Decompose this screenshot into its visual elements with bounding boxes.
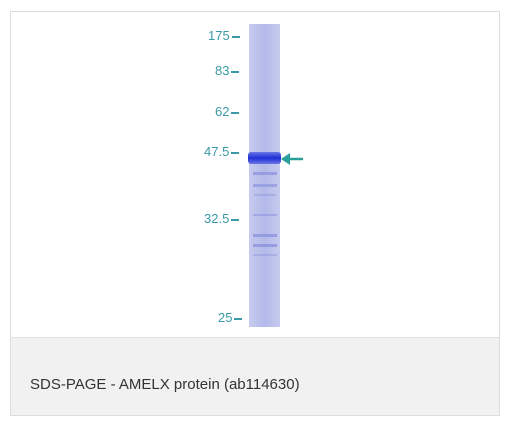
gel-lane (249, 24, 280, 327)
image-caption: SDS-PAGE - AMELX protein (ab114630) (30, 376, 300, 393)
marker-label: 83 (215, 63, 240, 78)
minor-band (253, 172, 277, 175)
gel-figure: 175 83 62 47.5 32.5 25 (11, 12, 499, 337)
minor-band (253, 244, 277, 247)
marker-label: 62 (215, 104, 240, 119)
band-arrow-icon (281, 153, 303, 165)
image-card: 175 83 62 47.5 32.5 25 SDS-PAGE - AMELX … (10, 11, 500, 416)
marker-label: 175 (208, 28, 240, 43)
minor-band (253, 214, 277, 216)
minor-band (254, 194, 276, 196)
main-band (248, 152, 281, 164)
caption-bar: SDS-PAGE - AMELX protein (ab114630) (11, 337, 499, 415)
minor-band (253, 184, 277, 187)
gel-image (248, 24, 303, 327)
minor-band (253, 234, 277, 237)
marker-label: 47.5 (204, 144, 240, 159)
minor-band (253, 254, 277, 256)
marker-label: 25 (218, 310, 243, 325)
marker-label: 32.5 (204, 211, 240, 226)
